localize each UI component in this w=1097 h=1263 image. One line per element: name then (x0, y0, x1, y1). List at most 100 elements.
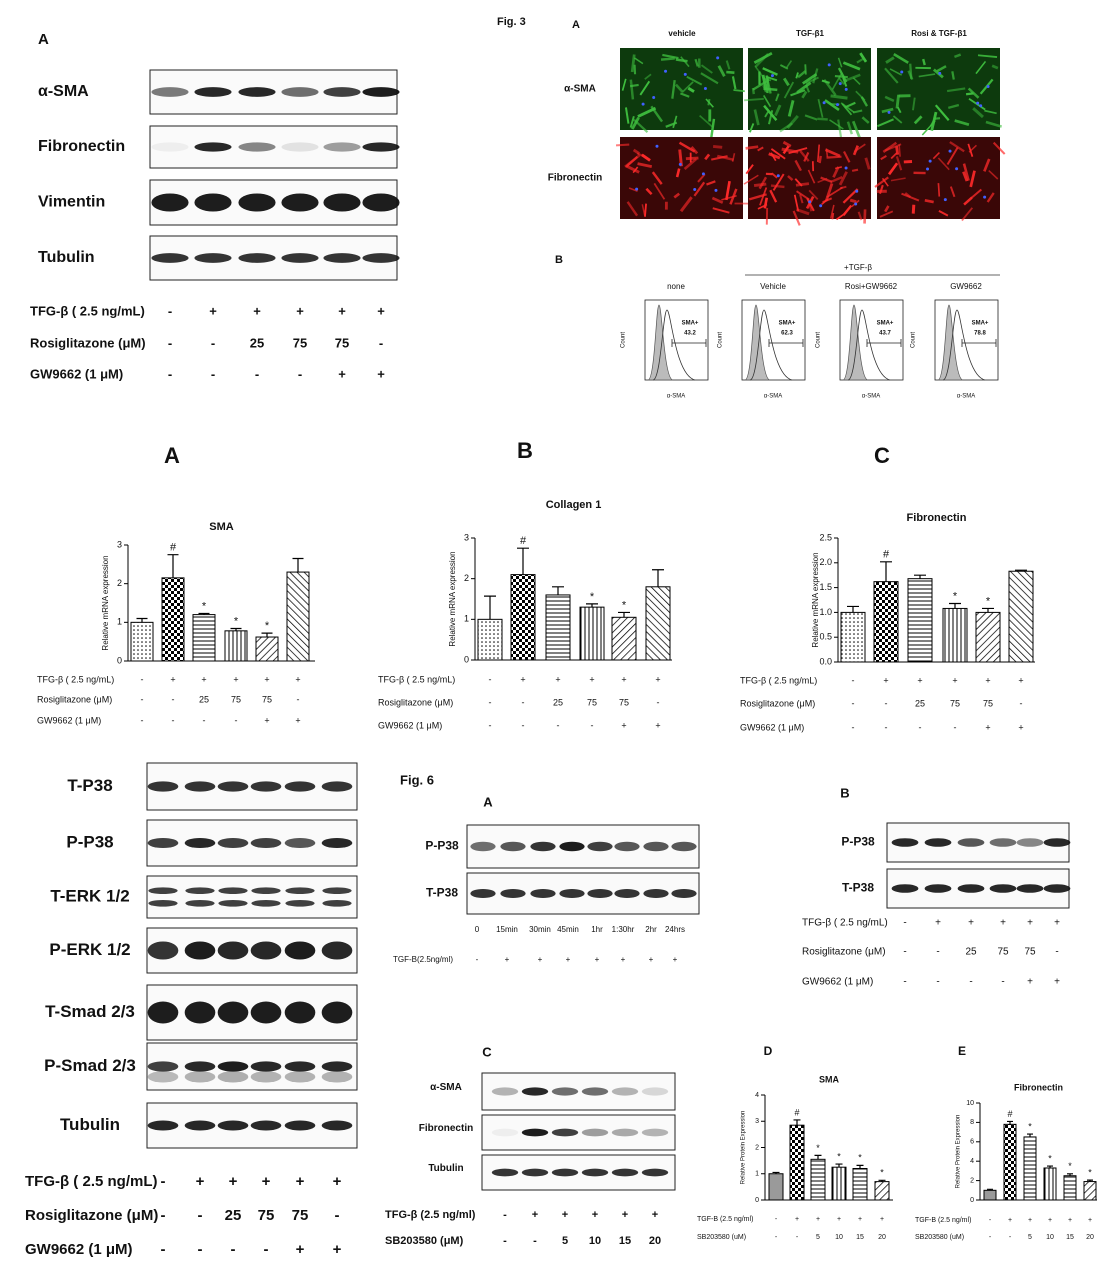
error-bar (167, 554, 179, 578)
row-label: α-SMA (564, 84, 596, 95)
blot-row-label: T-P38 (426, 886, 458, 900)
cell (852, 77, 861, 85)
cell (884, 143, 902, 152)
cell (840, 102, 855, 114)
blot-band (1016, 884, 1044, 893)
blot-band (521, 1168, 549, 1177)
blot-band (891, 884, 919, 893)
cell (895, 94, 900, 109)
error-bar (1007, 1120, 1013, 1125)
cell (792, 210, 801, 226)
condition-cell: + (555, 674, 560, 684)
cell (626, 165, 640, 174)
blot-band (184, 781, 216, 792)
cell (892, 115, 903, 124)
condition-cell: 25 (225, 1207, 242, 1224)
blot-band (362, 193, 400, 212)
bar (840, 611, 866, 663)
blot-band (323, 87, 361, 97)
condition-cell: - (211, 335, 215, 350)
condition-cell: - (172, 694, 175, 704)
cell (932, 151, 940, 160)
cell (804, 64, 807, 75)
bar (1083, 1181, 1097, 1201)
condition-cell: - (161, 1241, 166, 1258)
cell (898, 144, 901, 157)
cell (679, 196, 693, 213)
condition-cell: 25 (553, 697, 563, 707)
nucleus (819, 204, 823, 208)
condition-cell: + (253, 303, 261, 318)
blot-band (587, 888, 613, 899)
cell (947, 103, 960, 109)
cell (709, 118, 716, 139)
condition-cell: + (520, 674, 525, 684)
condition-cell: - (203, 715, 206, 725)
condition-cell: + (649, 955, 654, 964)
condition-cell: + (883, 675, 888, 685)
y-axis-label: Count (621, 332, 627, 348)
cell (852, 109, 863, 114)
blot-band (238, 193, 276, 212)
blot-band (1043, 838, 1071, 847)
y-tick-label: 2 (117, 578, 122, 588)
nucleus (844, 87, 848, 91)
condition-cell: - (255, 366, 259, 381)
cell (834, 74, 848, 79)
condition-cell: - (503, 1209, 507, 1221)
blot-band (284, 1061, 316, 1072)
blot-band (250, 781, 282, 792)
condition-cell: + (1028, 1217, 1032, 1224)
condition-cell: + (968, 918, 974, 929)
condition-cell: 75 (258, 1207, 275, 1224)
cell (769, 189, 778, 203)
condition-cell: 15 (619, 1235, 631, 1247)
condition-cell: - (168, 366, 172, 381)
condition-cell: - (168, 303, 172, 318)
bar (579, 606, 605, 661)
blot-band (581, 1128, 609, 1137)
y-tick-label: 0.0 (819, 656, 832, 666)
y-tick-label: 0.5 (819, 632, 832, 642)
condition-cell: 75 (231, 694, 241, 704)
cell (712, 207, 730, 214)
nucleus (838, 82, 842, 86)
column-label: Rosi & TGF-β1 (911, 29, 967, 38)
condition-cell: - (141, 674, 144, 684)
cell (795, 72, 799, 79)
condition-cell: - (297, 694, 300, 704)
cell (949, 186, 956, 198)
blot-band (500, 888, 526, 899)
cell (864, 157, 871, 170)
annotation: * (880, 1168, 884, 1178)
cell (890, 177, 906, 182)
condition-cell: 75 (983, 698, 993, 708)
cell (731, 76, 737, 90)
condition-cell: - (936, 977, 939, 988)
cell (672, 115, 678, 129)
condition-cell: + (952, 675, 957, 685)
cell (924, 199, 934, 204)
condition-cell: - (198, 1241, 203, 1258)
blot-band (1016, 838, 1044, 847)
condition-cell: 75 (997, 947, 1009, 958)
condition-cell: + (592, 1209, 598, 1221)
cell (936, 65, 947, 73)
error-bar (835, 1163, 843, 1168)
cell (774, 104, 782, 117)
blot-band (251, 899, 281, 907)
cell (632, 148, 641, 155)
cell (788, 147, 808, 155)
cell (782, 77, 790, 87)
cell (963, 196, 973, 206)
condition-cell: + (985, 722, 990, 732)
condition-label: TGF-B(2.5ng/ml) (393, 955, 453, 964)
condition-cell: + (377, 303, 385, 318)
blot-band (321, 837, 353, 849)
blot-band (217, 1120, 249, 1131)
cell (946, 87, 966, 93)
condition-cell: - (591, 720, 594, 730)
control-histogram (842, 304, 869, 381)
cell (763, 197, 769, 209)
